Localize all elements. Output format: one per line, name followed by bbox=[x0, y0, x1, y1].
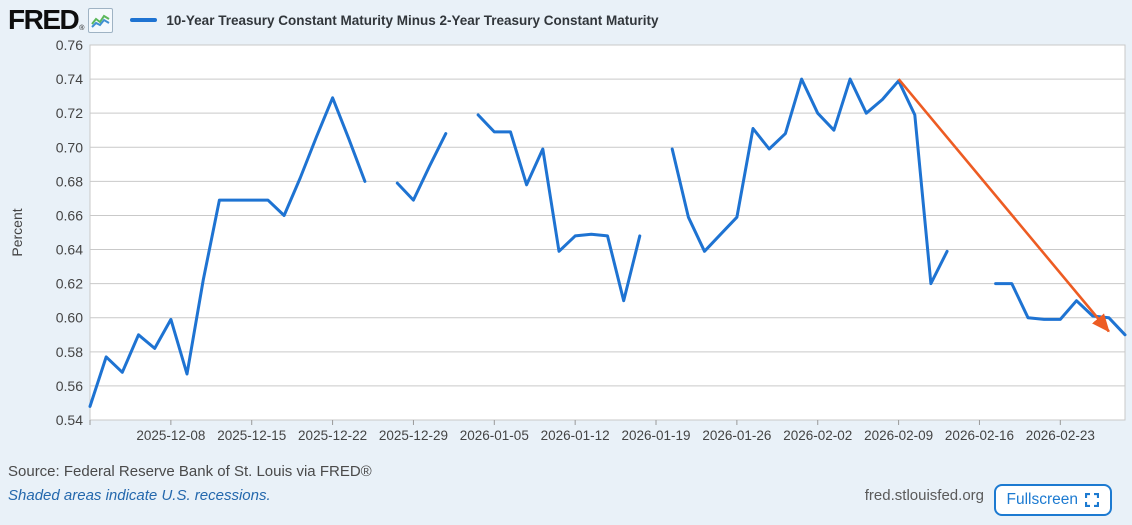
x-tick-label: 2026-02-23 bbox=[1026, 428, 1095, 443]
y-tick-label: 0.68 bbox=[56, 173, 83, 189]
x-tick-label: 2025-12-22 bbox=[298, 428, 367, 443]
y-tick-label: 0.74 bbox=[56, 71, 83, 87]
plot-border bbox=[89, 44, 1126, 421]
y-tick-label: 0.62 bbox=[56, 276, 83, 292]
series-title: 10-Year Treasury Constant Maturity Minus… bbox=[166, 12, 659, 28]
y-tick-label: 0.66 bbox=[56, 207, 83, 223]
y-tick-label: 0.58 bbox=[56, 344, 83, 360]
x-tick-label: 2025-12-29 bbox=[379, 428, 448, 443]
recession-note[interactable]: Shaded areas indicate U.S. recessions. bbox=[8, 487, 271, 504]
plot-area[interactable] bbox=[90, 45, 1125, 420]
x-tick-label: 2026-01-12 bbox=[541, 428, 610, 443]
x-tick-label: 2026-02-16 bbox=[945, 428, 1014, 443]
site-url: fred.stlouisfed.org bbox=[864, 487, 984, 504]
y-axis-title: Percent bbox=[9, 208, 25, 256]
x-tick-label: 2026-01-19 bbox=[621, 428, 690, 443]
fullscreen-button[interactable]: Fullscreen bbox=[993, 484, 1112, 516]
fred-logo: FRED bbox=[8, 4, 80, 35]
x-tick-label: 2025-12-08 bbox=[136, 428, 205, 443]
y-tick-label: 0.54 bbox=[56, 412, 83, 428]
legend-line-swatch bbox=[130, 18, 158, 22]
x-tick-label: 2026-01-05 bbox=[460, 428, 529, 443]
x-tick-label: 2026-02-02 bbox=[783, 428, 852, 443]
y-tick-label: 0.64 bbox=[56, 242, 83, 258]
fullscreen-expand-icon bbox=[1085, 493, 1099, 507]
y-tick-label: 0.56 bbox=[56, 378, 83, 394]
y-tick-label: 0.76 bbox=[56, 37, 83, 53]
source-text: Source: Federal Reserve Bank of St. Loui… bbox=[8, 463, 372, 480]
y-tick-label: 0.72 bbox=[56, 105, 83, 121]
x-tick-label: 2026-02-09 bbox=[864, 428, 933, 443]
x-tick-label: 2026-01-26 bbox=[702, 428, 771, 443]
fullscreen-label: Fullscreen bbox=[1006, 491, 1079, 508]
y-tick-label: 0.70 bbox=[56, 139, 83, 155]
chart-header: FRED ® 10-Year Treasury Constant Maturity… bbox=[8, 6, 659, 34]
series-line[interactable] bbox=[88, 77, 1127, 408]
registered-mark: ® bbox=[79, 25, 85, 32]
trend-arrow bbox=[897, 78, 1110, 333]
y-tick-label: 0.60 bbox=[56, 310, 83, 326]
x-tick-label: 2025-12-15 bbox=[217, 428, 286, 443]
fred-sparkline-icon bbox=[88, 7, 114, 33]
